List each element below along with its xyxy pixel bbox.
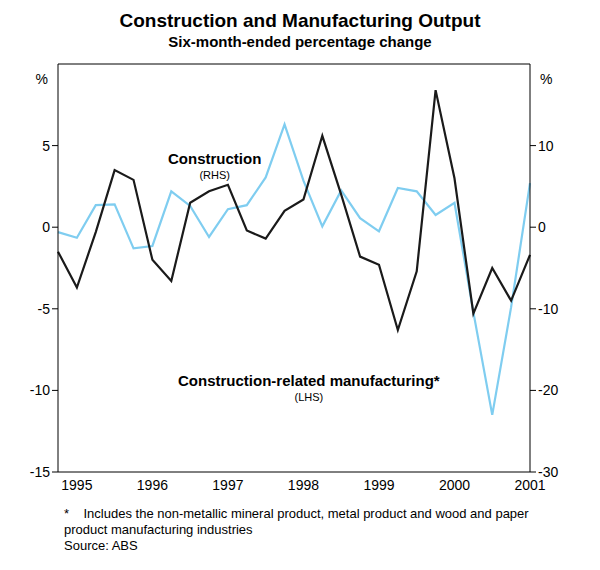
svg-text:0: 0 — [42, 219, 50, 235]
svg-text:1997: 1997 — [212, 477, 243, 493]
html-text:(RHS): (RHS) — [199, 169, 230, 181]
svg-text:-10: -10 — [30, 382, 50, 398]
svg-text:-30: -30 — [538, 464, 558, 480]
svg-text:10: 10 — [538, 138, 554, 154]
svg-text:-15: -15 — [30, 464, 50, 480]
svg-text:2001: 2001 — [514, 476, 546, 493]
html-text:Source: ABS: Source: ABS — [64, 538, 138, 553]
svg-text:1996: 1996 — [137, 477, 168, 493]
svg-text:0: 0 — [538, 219, 546, 235]
svg-text:1995: 1995 — [61, 477, 92, 493]
html-text:(LHS): (LHS) — [294, 391, 324, 403]
svg-text:-10: -10 — [538, 301, 558, 317]
html-text:Construction: Construction — [168, 150, 262, 167]
svg-text:%: % — [36, 71, 48, 87]
html-text:Six-month-ended percentage cha: Six-month-ended percentage change — [168, 33, 432, 50]
svg-text:1998: 1998 — [288, 477, 319, 493]
svg-text:2000: 2000 — [439, 477, 470, 493]
html-text:Construction and Manufacturing: Construction and Manufacturing Output — [119, 10, 481, 31]
html-text:* Includes the non-metallic mi: * Includes the non-metallic mineral prod… — [64, 506, 533, 537]
svg-text:%: % — [540, 71, 552, 87]
html-text:Construction-related manufactu: Construction-related manufacturing* — [178, 372, 440, 389]
svg-text:-20: -20 — [538, 382, 558, 398]
svg-text:-5: -5 — [38, 301, 51, 317]
svg-text:1999: 1999 — [363, 477, 394, 493]
svg-text:5: 5 — [42, 138, 50, 154]
